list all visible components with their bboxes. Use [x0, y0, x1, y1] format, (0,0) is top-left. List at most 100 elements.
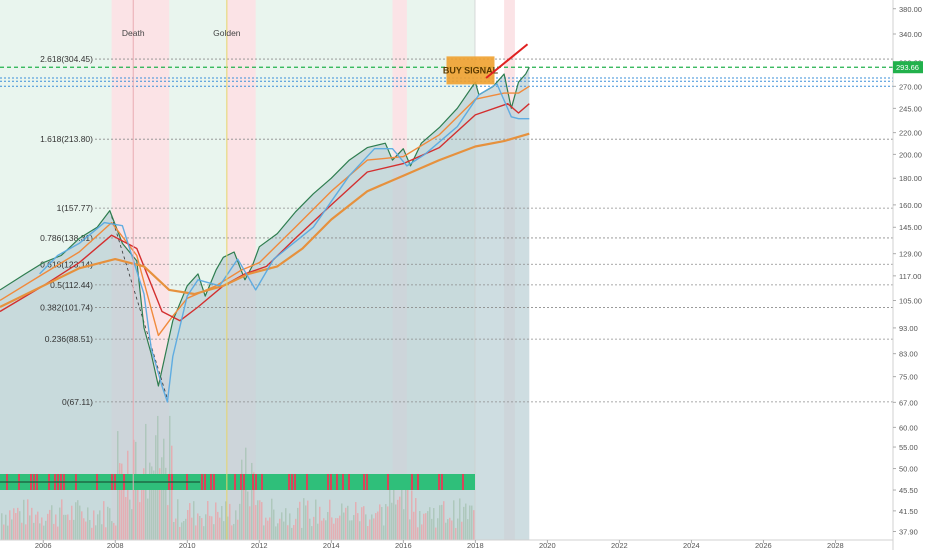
- volume-bar: [347, 505, 349, 540]
- x-axis[interactable]: 2006 2008 2010 2012 2014 2016 2018 2020 2022 2024…: [0, 539, 893, 550]
- y-axis[interactable]: 380.00340.00300.00270.00245.00220.00200.…: [892, 0, 923, 550]
- volume-bar: [19, 511, 21, 540]
- volume-bar: [1, 513, 3, 540]
- volume-bar: [397, 499, 399, 540]
- signal-tick: [411, 474, 413, 490]
- volume-bar: [221, 506, 223, 540]
- signal-tick: [243, 474, 245, 490]
- crash-trendline: [109, 210, 168, 400]
- volume-bar: [199, 515, 201, 540]
- volume-bar: [455, 527, 457, 540]
- volume-bar: [29, 515, 31, 540]
- y-tick-label: 50.00: [899, 465, 918, 474]
- volume-bar: [97, 514, 99, 540]
- volume-bar: [197, 513, 199, 540]
- volume-bar: [187, 510, 189, 540]
- volume-bar: [15, 513, 17, 540]
- volume-bar: [465, 503, 467, 540]
- volume-bar: [43, 525, 45, 540]
- y-tick-label: 180.00: [899, 174, 922, 183]
- volume-bar: [389, 488, 391, 540]
- volume-bar: [51, 505, 53, 540]
- volume-bar: [371, 514, 373, 540]
- volume-bar: [283, 521, 285, 540]
- volume-bar: [149, 462, 151, 540]
- volume-bar: [211, 516, 213, 540]
- volume-bar: [395, 504, 397, 540]
- volume-bar: [307, 500, 309, 540]
- volume-bar: [257, 500, 259, 540]
- volume-bar: [447, 519, 449, 540]
- volume-bar: [315, 499, 317, 540]
- signal-tick: [210, 474, 212, 490]
- signal-tick: [327, 474, 329, 490]
- volume-bar: [461, 521, 463, 540]
- volume-bar: [233, 523, 235, 540]
- volume-bar: [209, 515, 211, 540]
- volume-bar: [137, 475, 139, 540]
- volume-bar: [49, 509, 51, 540]
- y-tick-label: 200.00: [899, 150, 922, 159]
- last-price-text: 293.66: [896, 63, 919, 72]
- volume-bar: [443, 501, 445, 540]
- x-tick-label: 2020: [539, 541, 556, 550]
- volume-bar: [131, 509, 133, 540]
- volume-bar: [39, 523, 41, 540]
- volume-bar: [59, 507, 61, 540]
- volume-bar: [333, 523, 335, 540]
- volume-bar: [423, 513, 425, 540]
- signal-tick: [348, 474, 350, 490]
- last-price-badge: [893, 61, 923, 74]
- volume-bar: [401, 475, 403, 540]
- volume-bar: [421, 524, 423, 540]
- volume-bar: [457, 518, 459, 540]
- volume-bar: [69, 520, 71, 540]
- volume-bar: [159, 468, 161, 540]
- signal-tick: [240, 474, 242, 490]
- volume-bar: [463, 506, 465, 540]
- volume-bar: [255, 505, 257, 540]
- volume-bar: [369, 519, 371, 540]
- volume-bar: [141, 481, 143, 540]
- volume-bar: [417, 527, 419, 540]
- volume-bar: [219, 517, 221, 540]
- volume-bar: [253, 472, 255, 540]
- volume-bar: [467, 519, 469, 540]
- volume-bar: [21, 522, 23, 540]
- signal-tick: [261, 474, 263, 490]
- volume-bar: [287, 525, 289, 540]
- volume-bar: [269, 517, 271, 540]
- volume-bar: [139, 502, 141, 540]
- volume-bar: [35, 514, 37, 540]
- volume-bar: [361, 507, 363, 540]
- volume-bar: [53, 523, 55, 540]
- volume-bar: [143, 468, 145, 540]
- volume-bar: [453, 500, 455, 540]
- volume-bar: [451, 520, 453, 540]
- volume-bar: [311, 526, 313, 540]
- volume-bar: [431, 518, 433, 540]
- series-line-1: [0, 85, 530, 337]
- volume-bar: [205, 514, 207, 540]
- volume-bar: [427, 511, 429, 540]
- y-tick-label: 75.00: [899, 373, 918, 382]
- volume-bar: [367, 525, 369, 540]
- signal-tick: [252, 474, 254, 490]
- volume-bar: [189, 503, 191, 540]
- annotation-layer: BUY SIGNAL: [443, 43, 529, 85]
- volume-bar: [55, 514, 57, 540]
- volume-bar: [313, 516, 315, 540]
- volume-bar: [373, 518, 375, 540]
- volume-bar: [119, 463, 121, 540]
- fib-label: 2.618(304.45): [40, 54, 93, 64]
- signal-tick: [387, 474, 389, 490]
- volume-bar: [271, 498, 273, 540]
- x-tick-label: 2022: [611, 541, 628, 550]
- volume-bar: [101, 524, 103, 540]
- signal-tick: [366, 474, 368, 490]
- volume-bar: [7, 525, 9, 540]
- volume-bar: [247, 491, 249, 540]
- volume-layer: [1, 415, 475, 540]
- volume-bar: [433, 508, 435, 540]
